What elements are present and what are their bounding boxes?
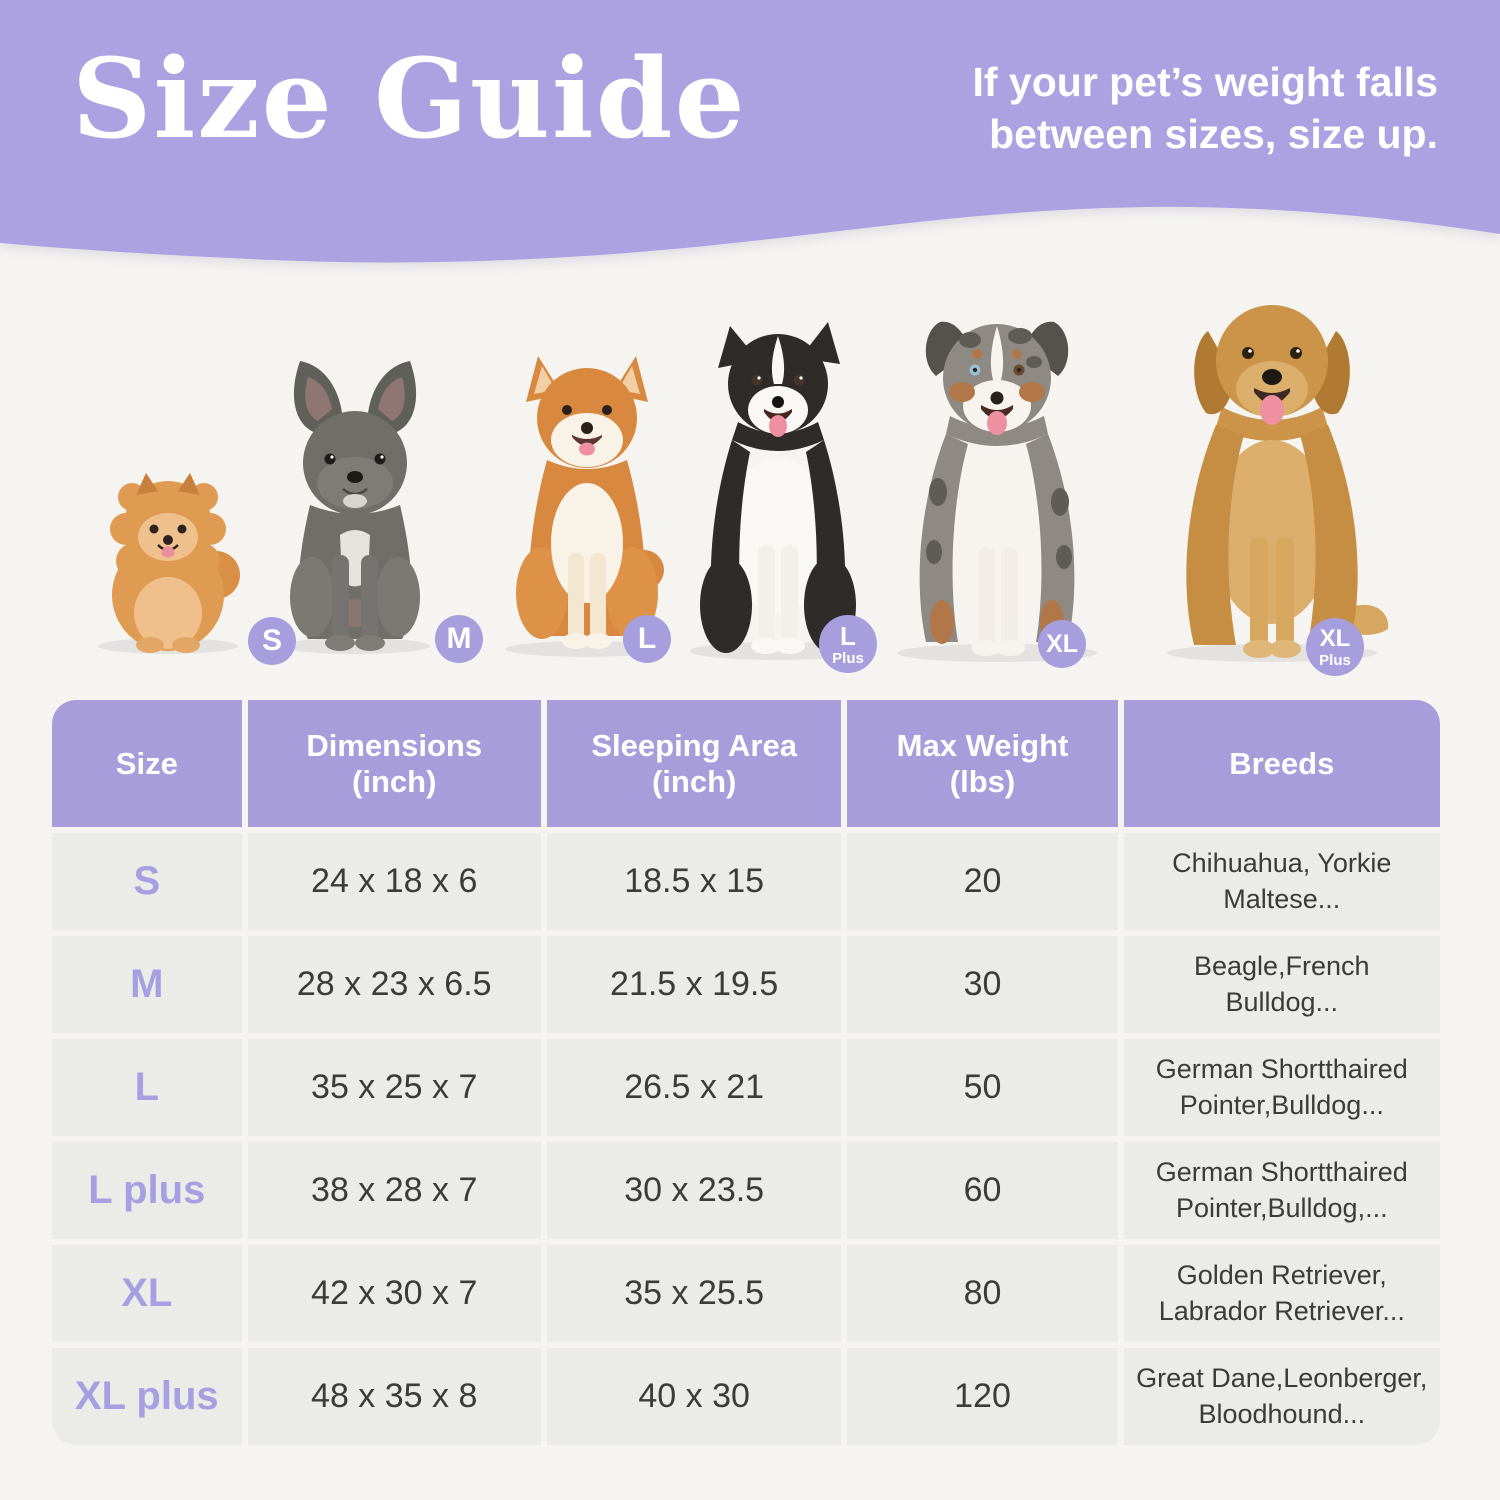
row-xl-plus-sleeping-area: 40 x 30 xyxy=(546,1348,842,1445)
size-badge-xl-label: XL xyxy=(1046,629,1078,658)
row-m-size: M xyxy=(52,936,242,1033)
row-l-plus-dimensions: 38 x 28 x 7 xyxy=(247,1142,541,1239)
row-s-dimensions: 24 x 18 x 6 xyxy=(247,833,541,930)
column-header-max-weight: Max Weight (lbs) xyxy=(847,700,1118,827)
row-xl-size: XL xyxy=(52,1245,242,1342)
size-badge-l-label: L xyxy=(637,622,657,655)
size-badge-m: M xyxy=(435,615,483,663)
row-l-plus-max-weight: 60 xyxy=(847,1142,1118,1239)
row-xl-plus-max-weight: 120 xyxy=(847,1348,1118,1445)
row-m-breeds: Beagle,French Bulldog... xyxy=(1123,936,1440,1033)
row-xl-dimensions: 42 x 30 x 7 xyxy=(247,1245,541,1342)
size-badge-l-plus-label: L xyxy=(840,620,856,651)
row-xl-breeds: Golden Retriever, Labrador Retriever... xyxy=(1123,1245,1440,1342)
row-l-size: L xyxy=(52,1039,242,1136)
size-badge-l-plus: L Plus xyxy=(819,615,877,673)
row-xl-sleeping-area: 35 x 25.5 xyxy=(546,1245,842,1342)
dogs-row: S M L L Plus XL XL Plus xyxy=(0,245,1500,700)
size-badge-xl: XL xyxy=(1038,620,1086,668)
row-xl-max-weight: 80 xyxy=(847,1245,1118,1342)
size-badge-l: L xyxy=(623,615,671,663)
size-badge-m-label: M xyxy=(446,622,472,655)
row-l-sleeping-area: 26.5 x 21 xyxy=(546,1039,842,1136)
row-m-sleeping-area: 21.5 x 19.5 xyxy=(546,936,842,1033)
size-table: Size Dimensions (inch) Sleeping Area (in… xyxy=(52,700,1440,1445)
row-l-plus-size: L plus xyxy=(52,1142,242,1239)
size-badge-xl-plus-sublabel: Plus xyxy=(1319,651,1351,669)
page-title: Size Guide xyxy=(72,34,747,163)
row-s-sleeping-area: 18.5 x 15 xyxy=(546,833,842,930)
row-l-dimensions: 35 x 25 x 7 xyxy=(247,1039,541,1136)
size-badge-xl-plus-label: XL xyxy=(1319,624,1351,652)
column-header-dimensions: Dimensions (inch) xyxy=(247,700,541,827)
dog-french-bulldog-photo xyxy=(270,355,440,660)
dog-golden-retriever-photo xyxy=(1152,277,1392,667)
column-header-sleeping-area: Sleeping Area (inch) xyxy=(546,700,842,827)
row-s-max-weight: 20 xyxy=(847,833,1118,930)
header-wave-background xyxy=(0,0,1500,263)
row-m-dimensions: 28 x 23 x 6.5 xyxy=(247,936,541,1033)
dog-border-collie-photo xyxy=(678,310,878,665)
row-xl-plus-breeds: Great Dane,Leonberger, Bloodhound... xyxy=(1123,1348,1440,1445)
row-l-max-weight: 50 xyxy=(847,1039,1118,1136)
row-xl-plus-size: XL plus xyxy=(52,1348,242,1445)
row-xl-plus-dimensions: 48 x 35 x 8 xyxy=(247,1348,541,1445)
dog-australian-shepherd-photo xyxy=(882,292,1112,667)
header-note-line2: between sizes, size up. xyxy=(989,111,1438,158)
column-header-breeds: Breeds xyxy=(1123,700,1440,827)
row-m-max-weight: 30 xyxy=(847,936,1118,1033)
column-header-size: Size xyxy=(52,700,242,827)
size-badge-l-plus-sublabel: Plus xyxy=(832,649,864,667)
dog-pomeranian-photo xyxy=(88,445,248,660)
size-badge-s: S xyxy=(248,617,296,665)
header-note-line1: If your pet’s weight falls xyxy=(972,59,1439,105)
size-badge-s-label: S xyxy=(261,624,282,657)
header-note: If your pet’s weight falls between sizes… xyxy=(973,56,1439,161)
row-l-plus-sleeping-area: 30 x 23.5 xyxy=(546,1142,842,1239)
row-l-plus-breeds: German Shortthaired Pointer,Bulldog,... xyxy=(1123,1142,1440,1239)
row-l-breeds: German Shortthaired Pointer,Bulldog... xyxy=(1123,1039,1440,1136)
row-s-size: S xyxy=(52,833,242,930)
dog-shiba-inu-photo xyxy=(492,338,682,663)
row-s-breeds: Chihuahua, Yorkie Maltese... xyxy=(1123,833,1440,930)
size-badge-xl-plus: XL Plus xyxy=(1306,618,1364,676)
